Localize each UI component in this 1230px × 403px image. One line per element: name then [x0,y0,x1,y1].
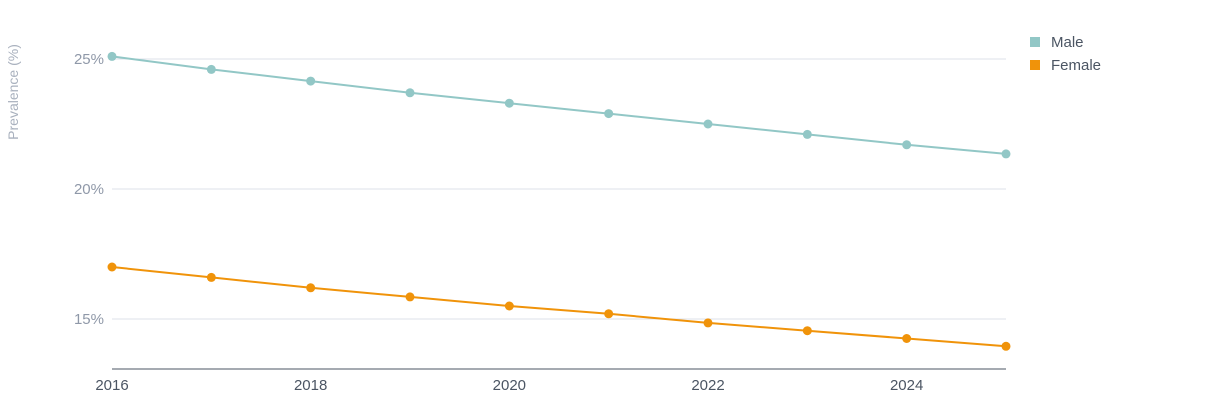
legend-swatch [1030,37,1040,47]
data-point[interactable] [902,140,912,150]
x-axis-ticks: 2016 2018 2020 2022 2024 [95,377,923,394]
y-tick-label: 20% [74,181,104,198]
x-tick-label: 2024 [890,377,923,394]
x-tick-label: 2022 [691,377,724,394]
data-point[interactable] [206,272,216,282]
series-line [111,55,1007,155]
x-tick-label: 2016 [95,377,128,394]
legend-swatch [1030,60,1040,70]
legend-label: Male [1051,34,1084,51]
x-tick-label: 2018 [294,377,327,394]
legend-item-male[interactable]: Male [1030,34,1084,51]
y-axis-ticks: 15% 20% 25% [74,51,104,328]
data-point[interactable] [306,283,316,293]
x-tick-label: 2020 [493,377,526,394]
y-tick-label: 15% [74,311,104,328]
data-point[interactable] [206,64,216,74]
legend: Male Female [1030,34,1101,74]
data-point[interactable] [504,98,514,108]
data-point[interactable] [703,318,713,328]
data-point[interactable] [703,119,713,129]
grid-lines [112,58,1006,320]
data-point[interactable] [405,88,415,98]
series-male [107,51,1011,159]
y-axis-label: Prevalence (%) [5,44,21,140]
data-point[interactable] [504,301,514,311]
series-female [107,262,1011,351]
data-point[interactable] [107,51,117,61]
legend-label: Female [1051,57,1101,74]
data-point[interactable] [107,262,117,272]
data-point[interactable] [802,129,812,139]
data-point[interactable] [405,292,415,302]
data-point[interactable] [1001,149,1011,159]
series-line [111,266,1007,348]
data-point[interactable] [604,309,614,319]
data-point[interactable] [1001,341,1011,351]
series-layer [107,51,1011,351]
legend-item-female[interactable]: Female [1030,57,1101,74]
data-point[interactable] [604,109,614,119]
data-point[interactable] [802,326,812,336]
data-point[interactable] [902,334,912,343]
y-tick-label: 25% [74,51,104,68]
data-point[interactable] [306,76,316,86]
